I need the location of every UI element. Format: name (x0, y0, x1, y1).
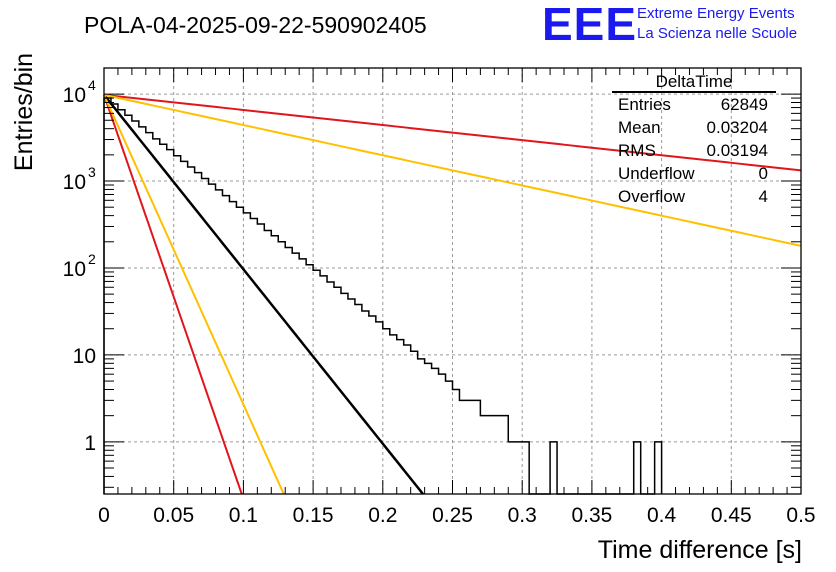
fit-curve (103, 93, 802, 247)
y-tick-label: 10 (63, 84, 86, 107)
y-tick-label: 1 (84, 432, 96, 455)
stats-label-entries: Entries (618, 95, 671, 114)
fit-curve (103, 93, 802, 172)
y-axis-label: Entries/bin (10, 53, 38, 171)
x-tick-label: 0.15 (293, 504, 334, 527)
stats-label-underflow: Underflow (618, 164, 695, 183)
stats-label-rms: RMS (618, 141, 656, 160)
x-tick-label: 0.3 (508, 504, 537, 527)
stats-value-underflow: 0 (759, 164, 768, 183)
y-tick-exponent: 4 (88, 77, 96, 93)
x-tick-label: 0.05 (153, 504, 194, 527)
x-tick-label: 0.2 (368, 504, 397, 527)
y-tick-exponent: 2 (88, 251, 96, 267)
y-tick-label: 10 (63, 171, 86, 194)
x-tick-label: 0.1 (229, 504, 258, 527)
y-tick-label: 10 (63, 258, 86, 281)
y-tick-label: 10 (73, 345, 96, 368)
stats-box: DeltaTime Entries 62849 Mean 0.03204 RMS… (612, 72, 776, 206)
x-axis-ticks: 0 0.05 0.1 0.15 0.2 0.25 0.3 0.35 0.4 0.45 0.5 (98, 68, 816, 527)
stats-value-mean: 0.03204 (707, 118, 768, 137)
stats-box-title: DeltaTime (656, 72, 733, 91)
fit-curve (103, 94, 285, 495)
x-tick-label: 0.45 (711, 504, 752, 527)
stats-value-rms: 0.03194 (707, 141, 768, 160)
fit-curve (103, 94, 424, 495)
stats-value-entries: 62849 (721, 95, 768, 114)
x-tick-label: 0.5 (786, 504, 815, 527)
chart-title: POLA-04-2025-09-22-590902405 (84, 12, 427, 38)
x-tick-label: 0.35 (571, 504, 612, 527)
fit-curve (103, 94, 243, 495)
x-tick-label: 0 (98, 504, 110, 527)
x-tick-label: 0.25 (432, 504, 473, 527)
stats-value-overflow: 4 (759, 187, 768, 206)
x-tick-label: 0.4 (647, 504, 677, 527)
stats-label-mean: Mean (618, 118, 661, 137)
fit-curves (103, 93, 802, 495)
logo-line-2: La Scienza nelle Scuole (637, 25, 797, 42)
logo-line-1: Extreme Energy Events (637, 5, 795, 22)
stats-label-overflow: Overflow (618, 187, 686, 206)
y-tick-exponent: 3 (88, 164, 96, 180)
eee-logo: EEE (542, 0, 637, 50)
x-axis-label: Time difference [s] (598, 536, 802, 564)
